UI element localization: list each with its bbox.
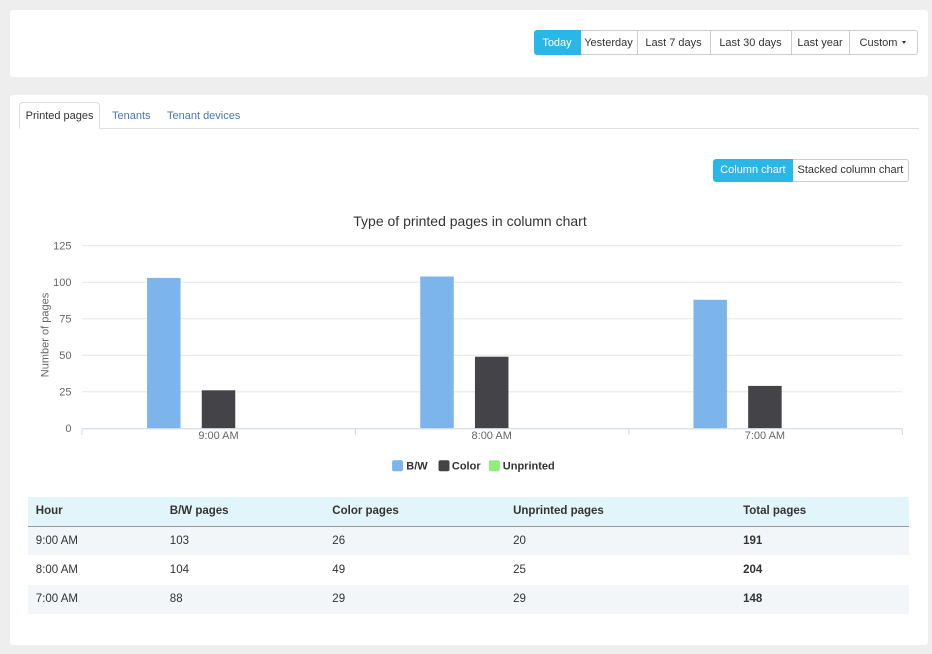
svg-text:0: 0 xyxy=(65,423,71,435)
svg-text:Number of pages: Number of pages xyxy=(40,292,52,377)
svg-text:B/W: B/W xyxy=(406,461,428,473)
svg-text:25: 25 xyxy=(59,387,71,399)
svg-text:Type of printed pages in colum: Type of printed pages in column chart xyxy=(353,213,587,229)
svg-text:7:00 AM: 7:00 AM xyxy=(745,430,785,442)
svg-text:125: 125 xyxy=(53,241,71,253)
svg-text:Color: Color xyxy=(452,461,481,473)
svg-text:Unprinted: Unprinted xyxy=(503,461,555,473)
svg-text:9:00 AM: 9:00 AM xyxy=(198,430,238,442)
svg-text:50: 50 xyxy=(59,350,71,362)
svg-text:8:00 AM: 8:00 AM xyxy=(472,430,512,442)
svg-text:75: 75 xyxy=(59,314,71,326)
svg-text:100: 100 xyxy=(53,277,71,289)
